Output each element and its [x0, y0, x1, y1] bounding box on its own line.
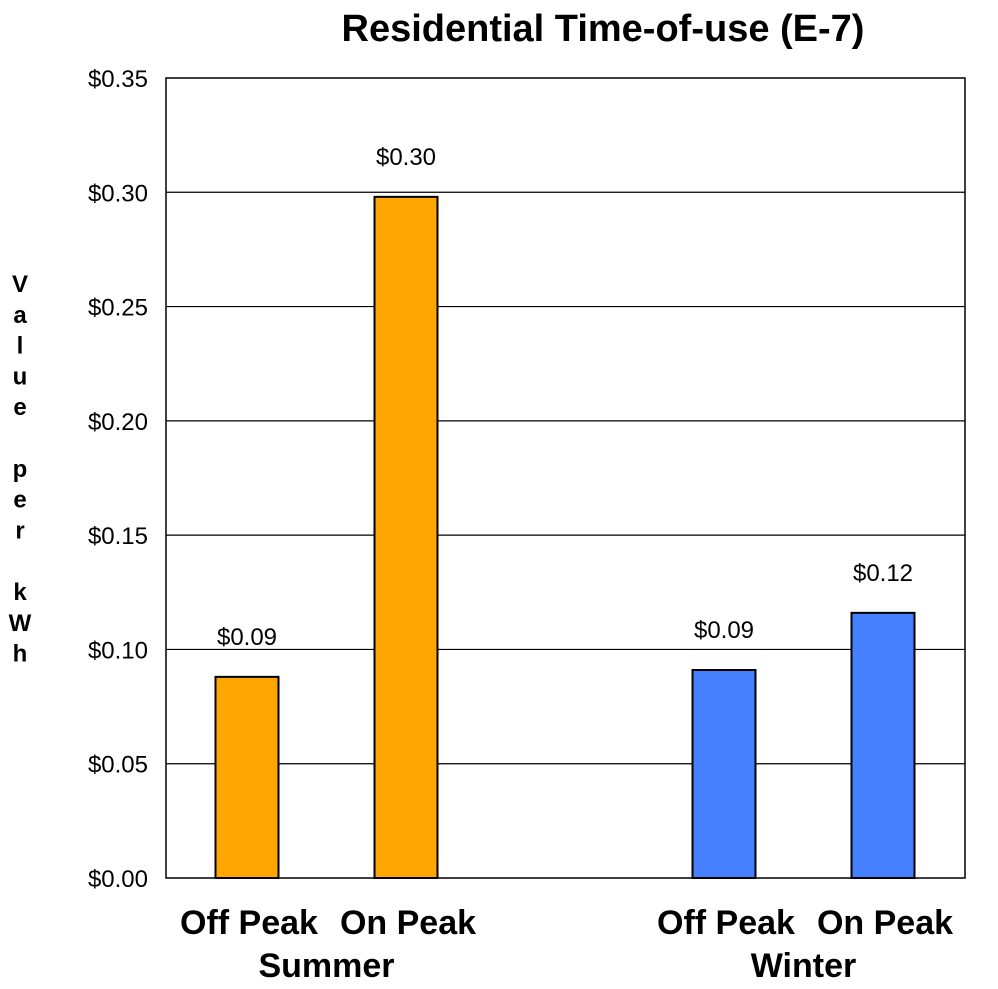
plot-area-frame: [165, 77, 966, 879]
y-tick-label: $0.10: [88, 637, 148, 664]
bar-value-label: $0.09: [217, 624, 277, 651]
bar-value-label: $0.12: [853, 560, 913, 587]
category-label: On Peak: [340, 904, 476, 942]
y-axis-label-char: p: [13, 456, 28, 483]
y-axis-label-char: k: [13, 579, 27, 606]
bar-summer-on-peak: [373, 195, 439, 880]
bar-winter-on-peak: [850, 611, 916, 879]
bar-value-label: $0.30: [376, 144, 436, 171]
y-axis-ticks: $0.00 $0.05 $0.10 $0.15 $0.20 $0.25 $0.30 $0.35: [88, 66, 148, 893]
y-axis-label-char: u: [13, 363, 28, 390]
y-tick-label: $0.20: [88, 409, 148, 436]
category-labels: Off Peak On Peak Off Peak On Peak: [180, 904, 953, 942]
group-label-summer: Summer: [258, 947, 394, 985]
y-axis-label-char: r: [15, 517, 24, 544]
y-tick-label: $0.30: [88, 180, 148, 207]
gridlines: [166, 191, 965, 765]
y-axis-label-char: V: [12, 271, 28, 298]
bars: [214, 195, 916, 880]
y-axis-label-char: a: [13, 302, 27, 329]
category-label: Off Peak: [180, 904, 318, 942]
y-tick-label: $0.25: [88, 295, 148, 322]
y-axis-label-char: e: [13, 487, 26, 514]
y-axis-label-char: e: [13, 394, 26, 421]
y-tick-label: $0.15: [88, 523, 148, 550]
category-label: On Peak: [817, 904, 953, 942]
y-axis-label-char: h: [13, 641, 28, 668]
plot-border: [165, 77, 966, 879]
category-label: Off Peak: [657, 904, 795, 942]
bar-summer-off-peak: [214, 675, 280, 879]
y-axis-label-char: l: [17, 333, 24, 360]
y-axis-label-char: W: [9, 610, 32, 637]
data-labels: $0.09 $0.30 $0.09 $0.12: [217, 144, 913, 651]
chart-title: Residential Time-of-use (E-7): [342, 8, 865, 50]
bar-winter-off-peak: [691, 669, 757, 879]
y-tick-label: $0.00: [88, 866, 148, 893]
y-tick-label: $0.05: [88, 752, 148, 779]
group-label-winter: Winter: [751, 947, 856, 985]
y-tick-label: $0.35: [88, 66, 148, 93]
group-labels: Summer Winter: [258, 947, 856, 985]
bar-value-label: $0.09: [694, 617, 754, 644]
